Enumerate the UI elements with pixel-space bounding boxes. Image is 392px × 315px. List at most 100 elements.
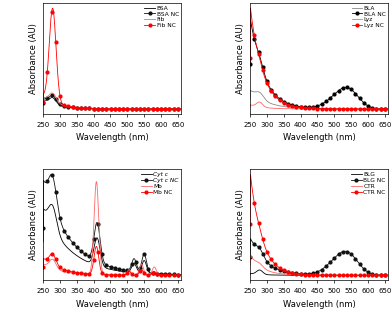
Mb [74, 272, 78, 275]
BSA [41, 102, 45, 106]
Line: BLG NC: BLG NC [249, 237, 390, 277]
Legend: BLG, BLG NC, CTR, CTR NC: BLG, BLG NC, CTR, CTR NC [350, 171, 387, 195]
Line: BSA: BSA [43, 98, 181, 109]
Fib [131, 107, 136, 111]
BSA NC [41, 101, 45, 105]
Lyz NC [333, 107, 338, 111]
Line: Fib: Fib [43, 93, 181, 109]
Mb NC [100, 272, 105, 275]
Fib [179, 107, 183, 111]
Lyz [333, 107, 338, 111]
Cyt c NC [62, 229, 67, 233]
Lyz NC [307, 106, 312, 110]
Mb [78, 272, 83, 276]
BSA [100, 107, 105, 111]
BSA NC [74, 106, 78, 110]
Cyt c NC [126, 268, 131, 272]
BSA [126, 107, 131, 111]
X-axis label: Wavelength (nm): Wavelength (nm) [283, 133, 356, 142]
Cyt c NC [74, 244, 78, 248]
CTR [333, 273, 338, 277]
BLA NC [307, 106, 312, 109]
Line: CTR: CTR [250, 255, 388, 275]
BSA NC [49, 94, 54, 97]
Mb NC [131, 273, 136, 277]
BLA NC [333, 92, 338, 95]
Fib NC [131, 107, 136, 111]
BSA [74, 106, 78, 110]
Cyt c NC [131, 258, 136, 261]
Fib [100, 107, 105, 111]
Y-axis label: Absorbance (AU): Absorbance (AU) [29, 23, 38, 94]
Cyt c [74, 253, 78, 257]
Fib NC [126, 107, 131, 111]
Mb [62, 270, 67, 273]
CTR NC [307, 273, 312, 277]
BLA [248, 98, 252, 101]
Fib [126, 107, 131, 111]
Legend: Cyt c, Cyt c NC, Mb, Mb NC: Cyt c, Cyt c NC, Mb, Mb NC [141, 171, 180, 195]
CTR NC [281, 268, 285, 272]
Fib NC [100, 107, 105, 111]
BSA [78, 106, 83, 110]
Y-axis label: Absorbance (AU): Absorbance (AU) [29, 189, 38, 260]
Fib NC [50, 6, 55, 10]
Cyt c [49, 203, 54, 206]
Cyt c NC [41, 226, 45, 230]
Mb NC [41, 265, 45, 269]
CTR [386, 273, 390, 277]
BLA [269, 102, 274, 106]
Lyz NC [386, 107, 390, 111]
Fib [62, 104, 67, 107]
Fib NC [179, 107, 183, 111]
Line: CTR NC: CTR NC [249, 173, 390, 277]
CTR NC [338, 273, 343, 277]
Line: Cyt c NC: Cyt c NC [42, 173, 183, 276]
Mb [126, 269, 131, 272]
Mb [41, 268, 45, 272]
BSA NC [131, 107, 136, 111]
Cyt c NC [78, 249, 83, 253]
BSA NC [100, 107, 105, 111]
BLA [338, 107, 343, 111]
BLG NC [269, 264, 274, 268]
BLG [248, 272, 252, 276]
CTR NC [285, 270, 290, 273]
Lyz NC [248, 56, 252, 60]
Lyz NC [281, 100, 285, 104]
Fib [74, 106, 78, 109]
BLA NC [281, 99, 285, 103]
Fib [78, 106, 83, 110]
Lyz [281, 107, 285, 111]
Mb NC [94, 244, 99, 248]
BLA NC [248, 18, 253, 21]
BLG NC [285, 270, 290, 274]
Fib [41, 101, 45, 105]
BSA [179, 107, 183, 111]
CTR [269, 270, 274, 274]
Cyt c [62, 242, 67, 246]
BLG [285, 273, 290, 277]
BSA [131, 107, 136, 111]
Lyz [248, 105, 252, 109]
Line: Mb NC: Mb NC [42, 245, 183, 277]
BLG [386, 273, 390, 277]
Y-axis label: Absorbance (AU): Absorbance (AU) [236, 23, 245, 94]
BLG [257, 268, 262, 272]
Line: Cyt c: Cyt c [43, 204, 181, 275]
Cyt c NC [179, 273, 183, 277]
Legend: BLA, BLA NC, Lyz, Lyz NC: BLA, BLA NC, Lyz, Lyz NC [351, 5, 387, 29]
CTR [248, 254, 253, 257]
BLA NC [248, 62, 252, 66]
Mb NC [74, 271, 78, 274]
BSA [62, 105, 67, 108]
CTR [307, 273, 312, 277]
BSA [50, 96, 54, 100]
Mb [94, 180, 99, 184]
CTR NC [248, 222, 252, 226]
Lyz NC [269, 89, 274, 93]
Line: Fib NC: Fib NC [42, 7, 183, 110]
BSA NC [179, 107, 183, 111]
BLA [281, 105, 285, 108]
Fib NC [74, 106, 78, 109]
